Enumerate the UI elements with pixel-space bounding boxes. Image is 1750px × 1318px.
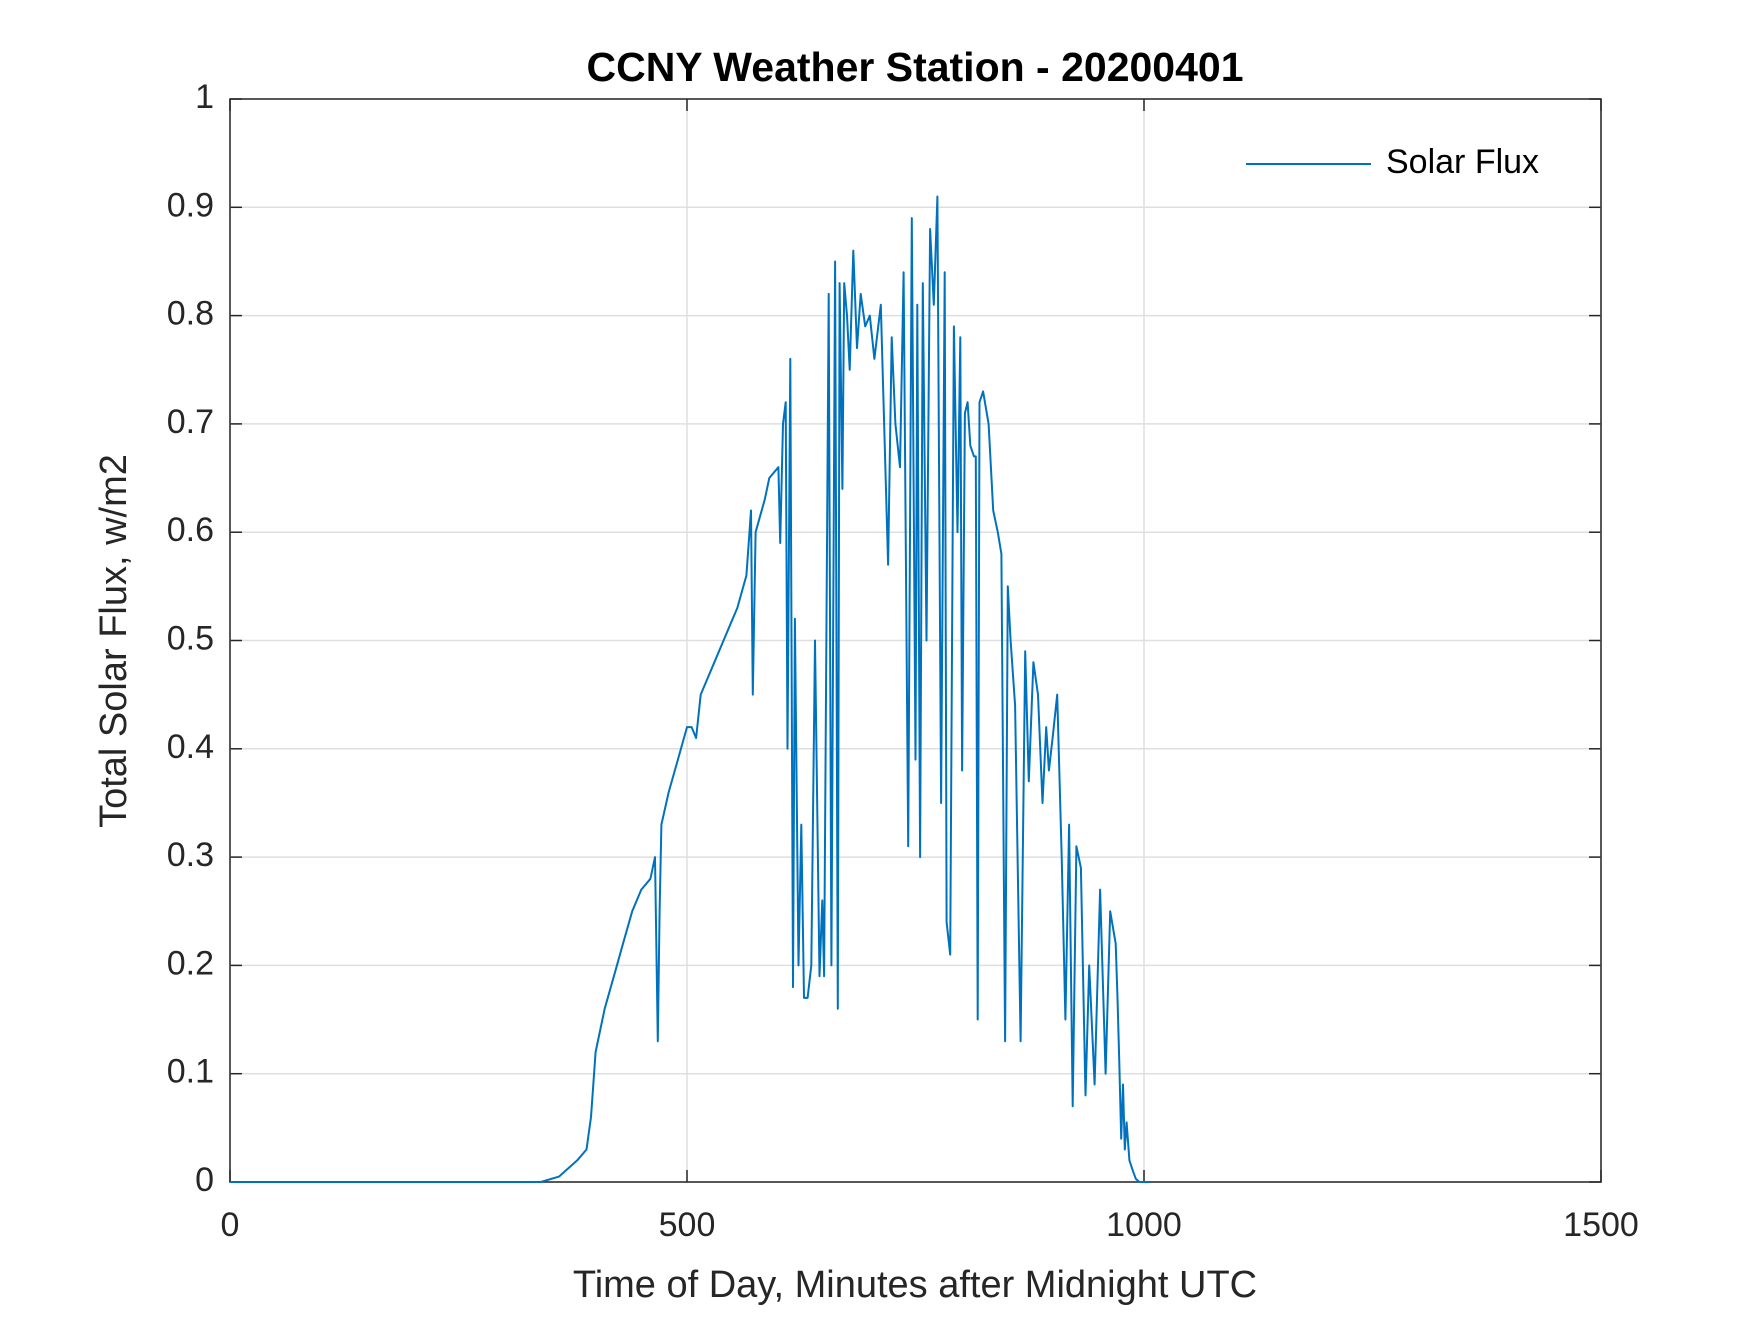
data-line [230, 195, 1151, 1183]
y-tick-label: 0.9 [167, 186, 214, 224]
y-tick-label: 0 [195, 1161, 214, 1199]
y-tick-label: 0.4 [167, 728, 214, 766]
x-tick-label: 1000 [1106, 1206, 1182, 1244]
y-axis-label: Total Solar Flux, w/m2 [93, 454, 135, 828]
y-tick-label: 0.7 [167, 403, 214, 441]
x-tick-label: 500 [659, 1206, 716, 1244]
y-tick-label: 0.8 [167, 295, 214, 333]
y-tick-label: 0.2 [167, 944, 214, 982]
chart-title: CCNY Weather Station - 20200401 [586, 44, 1243, 90]
y-tick-label: 0.5 [167, 619, 214, 657]
y-tick-label: 0.3 [167, 836, 214, 874]
x-tick-label: 1500 [1563, 1206, 1639, 1244]
legend-label: Solar Flux [1386, 143, 1539, 181]
y-tick-label: 1 [195, 78, 214, 116]
y-tick-label: 0.6 [167, 511, 214, 549]
plot-frame [229, 98, 1602, 1183]
x-axis-label: Time of Day, Minutes after Midnight UTC [573, 1264, 1257, 1306]
y-tick-label: 0.1 [167, 1053, 214, 1091]
x-tick-label: 0 [221, 1206, 240, 1244]
